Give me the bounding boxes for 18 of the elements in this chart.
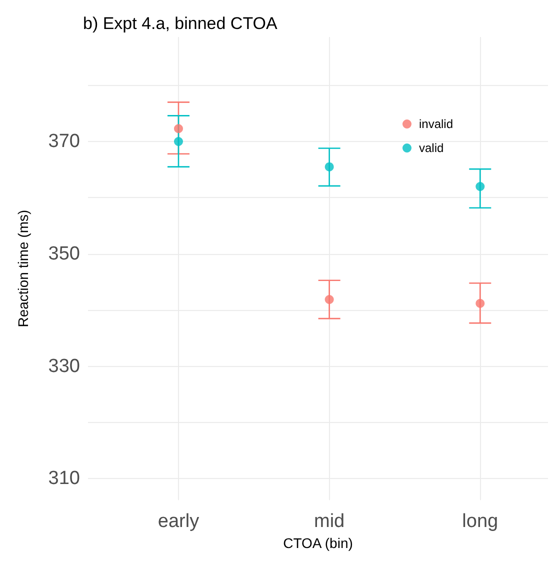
- point: [324, 294, 334, 304]
- y-axis-title: Reaction time (ms): [15, 210, 31, 328]
- y-tick-label: 370: [48, 131, 80, 152]
- point: [324, 162, 334, 172]
- point: [476, 182, 485, 191]
- point: [174, 137, 183, 146]
- chart-title: b) Expt 4.a, binned CTOA: [83, 14, 278, 33]
- x-tick-label: early: [158, 511, 200, 532]
- legend-label: invalid: [418, 117, 454, 131]
- point: [174, 124, 183, 134]
- point: [476, 298, 485, 308]
- y-tick-label: 350: [48, 243, 80, 264]
- y-tick-label: 330: [48, 356, 80, 377]
- legend-label: valid: [418, 141, 444, 155]
- y-tick-label: 310: [48, 468, 80, 490]
- x-tick-label: long: [462, 511, 498, 532]
- x-tick-label: mid: [314, 511, 345, 532]
- x-axis-title: CTOA (bin): [283, 535, 353, 551]
